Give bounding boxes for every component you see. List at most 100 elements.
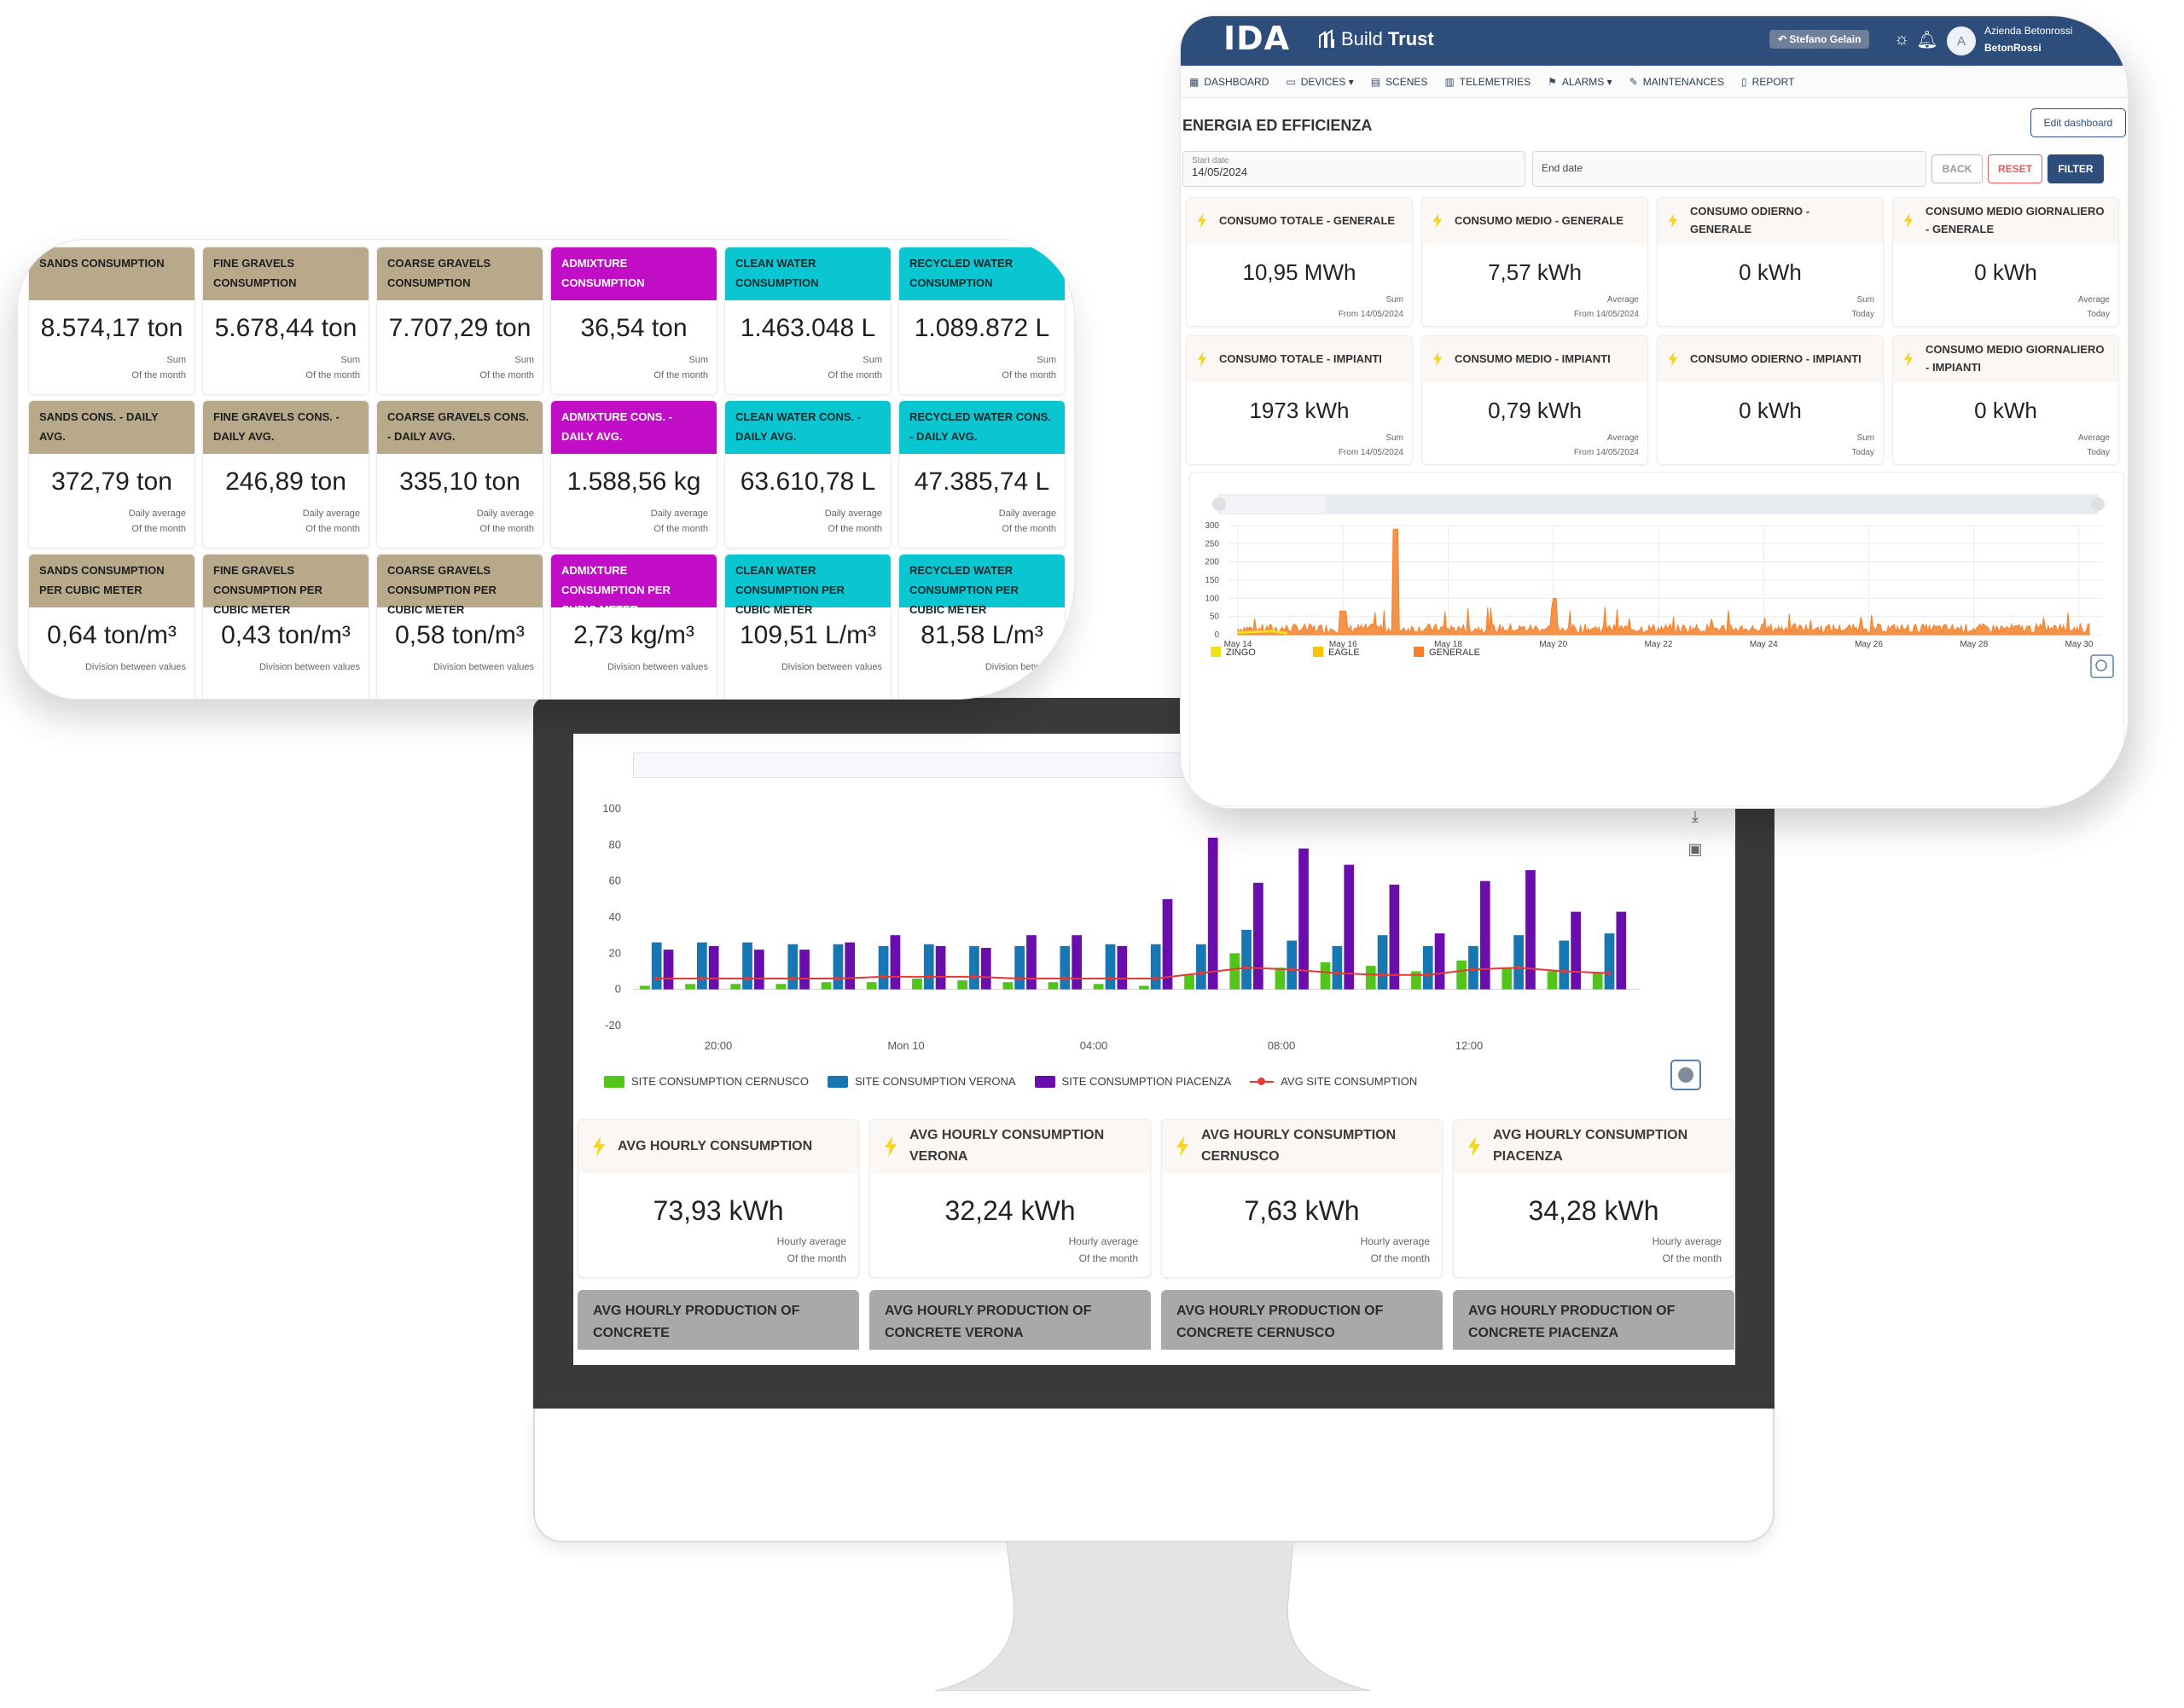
bar-cernusco[interactable] bbox=[775, 984, 787, 990]
avg-point[interactable] bbox=[1107, 976, 1112, 981]
bar-verona[interactable] bbox=[1559, 940, 1570, 990]
legend-label[interactable]: ZINGO bbox=[1226, 648, 1256, 658]
avatar[interactable]: A bbox=[1947, 26, 1976, 55]
bar-cernusco[interactable] bbox=[1275, 967, 1286, 990]
ida-logo[interactable]: IDA bbox=[1223, 20, 1291, 57]
bar-verona[interactable] bbox=[833, 944, 844, 990]
avg-point[interactable] bbox=[1470, 967, 1475, 972]
bar-verona[interactable] bbox=[1287, 940, 1298, 990]
bar-piacenza[interactable] bbox=[1434, 933, 1445, 990]
avg-point[interactable] bbox=[1334, 971, 1339, 976]
nav-item[interactable]: ▤ SCENES bbox=[1371, 76, 1428, 88]
legend-label[interactable]: GENERALE bbox=[1429, 648, 1480, 658]
bar-cernusco[interactable] bbox=[1002, 982, 1014, 990]
avg-point[interactable] bbox=[745, 976, 750, 981]
bar-cernusco[interactable] bbox=[866, 982, 877, 990]
legend-label[interactable]: EAGLE bbox=[1328, 648, 1360, 658]
chart-zoom-navigator[interactable] bbox=[633, 752, 1247, 778]
theme-toggle-icon[interactable]: ☼ bbox=[1893, 29, 1910, 49]
bar-cernusco[interactable] bbox=[1547, 971, 1558, 990]
navigator-left-handle[interactable] bbox=[1212, 497, 1226, 511]
bar-cernusco[interactable] bbox=[957, 980, 967, 990]
bar-cernusco[interactable] bbox=[685, 984, 695, 990]
bar-verona[interactable] bbox=[1604, 933, 1615, 990]
download-icon[interactable]: ⤓ bbox=[1692, 807, 1699, 825]
bar-piacenza[interactable] bbox=[1162, 898, 1173, 990]
bar-verona[interactable] bbox=[923, 944, 934, 990]
avg-point[interactable] bbox=[1244, 965, 1249, 970]
bar-piacenza[interactable] bbox=[799, 950, 810, 990]
bar-cernusco[interactable] bbox=[1320, 961, 1331, 990]
bar-verona[interactable] bbox=[1332, 945, 1343, 990]
navigator-right-handle[interactable] bbox=[2091, 497, 2105, 511]
bar-piacenza[interactable] bbox=[1479, 880, 1490, 990]
legend-swatch[interactable] bbox=[1313, 647, 1323, 657]
filter-button[interactable]: FILTER bbox=[2048, 154, 2104, 183]
bar-cernusco[interactable] bbox=[1502, 967, 1513, 990]
avg-point[interactable] bbox=[926, 974, 931, 979]
avg-point[interactable] bbox=[1606, 971, 1612, 976]
avg-point[interactable] bbox=[1153, 976, 1158, 981]
bar-verona[interactable] bbox=[1377, 935, 1388, 990]
company-info[interactable]: Azienda Betonrossi BetonRossi bbox=[1984, 23, 2072, 57]
end-date-field[interactable]: End date bbox=[1532, 151, 1926, 187]
bar-verona[interactable] bbox=[1513, 935, 1524, 990]
bar-verona[interactable] bbox=[1060, 945, 1071, 990]
legend-swatch[interactable] bbox=[1211, 647, 1221, 657]
avg-point[interactable] bbox=[1380, 973, 1385, 978]
bar-piacenza[interactable] bbox=[980, 947, 991, 990]
bar-piacenza[interactable] bbox=[1026, 935, 1037, 990]
bar-cernusco[interactable] bbox=[1093, 984, 1104, 990]
bar-cernusco[interactable] bbox=[912, 978, 922, 990]
legend-item[interactable]: SITE CONSUMPTION VERONA bbox=[828, 1075, 1016, 1088]
avg-point[interactable] bbox=[1561, 969, 1566, 973]
bar-piacenza[interactable] bbox=[1389, 884, 1400, 990]
bar-verona[interactable] bbox=[742, 942, 752, 990]
avg-point[interactable] bbox=[1289, 967, 1294, 972]
bar-piacenza[interactable] bbox=[754, 950, 764, 990]
avg-point[interactable] bbox=[1516, 965, 1521, 970]
back-button[interactable]: BACK bbox=[1931, 154, 1983, 183]
nav-item[interactable]: ▭ DEVICES ▾ bbox=[1286, 76, 1353, 88]
bar-piacenza[interactable] bbox=[1072, 935, 1082, 990]
navigator-window[interactable] bbox=[1325, 495, 2098, 514]
bar-verona[interactable] bbox=[1422, 945, 1433, 990]
nav-item[interactable]: ▯ REPORT bbox=[1741, 76, 1794, 88]
bar-piacenza[interactable] bbox=[1616, 911, 1627, 990]
series-zingo[interactable] bbox=[1237, 630, 1288, 635]
edit-dashboard-button[interactable]: Edit dashboard bbox=[2030, 108, 2126, 137]
bell-icon[interactable]: 🔔︎ bbox=[1916, 30, 1938, 49]
bar-verona[interactable] bbox=[878, 945, 889, 990]
avg-point[interactable] bbox=[880, 974, 886, 979]
legend-item[interactable]: AVG SITE CONSUMPTION bbox=[1250, 1075, 1417, 1088]
legend-item[interactable]: SITE CONSUMPTION PIACENZA bbox=[1034, 1075, 1231, 1088]
nav-item[interactable]: ⚑ ALARMS ▾ bbox=[1548, 76, 1612, 88]
avg-point[interactable] bbox=[790, 976, 795, 981]
legend-swatch[interactable] bbox=[1414, 647, 1424, 657]
bar-piacenza[interactable] bbox=[1571, 911, 1581, 990]
bar-piacenza[interactable] bbox=[1117, 945, 1128, 990]
avg-point[interactable] bbox=[835, 976, 840, 981]
bar-cernusco[interactable] bbox=[1184, 974, 1194, 990]
avg-point[interactable] bbox=[1425, 973, 1430, 978]
bar-cernusco[interactable] bbox=[1048, 982, 1059, 990]
bar-cernusco[interactable] bbox=[730, 984, 741, 990]
bar-cernusco[interactable] bbox=[1365, 966, 1376, 990]
avg-point[interactable] bbox=[1017, 976, 1022, 981]
bar-verona[interactable] bbox=[1150, 944, 1161, 990]
bar-cernusco[interactable] bbox=[1456, 960, 1467, 990]
avg-point[interactable] bbox=[1062, 976, 1067, 981]
bar-cernusco[interactable] bbox=[1411, 971, 1421, 990]
bar-piacenza[interactable] bbox=[708, 945, 719, 990]
nav-item[interactable]: ✎ MAINTENANCES bbox=[1629, 76, 1724, 88]
image-export-icon[interactable]: ▣ bbox=[1687, 839, 1703, 857]
bar-piacenza[interactable] bbox=[935, 945, 946, 990]
bar-verona[interactable] bbox=[651, 942, 662, 990]
bar-piacenza[interactable] bbox=[845, 942, 856, 990]
bar-verona[interactable] bbox=[1014, 945, 1025, 990]
reset-button[interactable]: RESET bbox=[1988, 154, 2042, 183]
avg-point[interactable] bbox=[653, 976, 659, 981]
bar-piacenza[interactable] bbox=[1253, 882, 1263, 990]
bar-cernusco[interactable] bbox=[1139, 985, 1149, 990]
impersonation-badge[interactable]: ↶ Stefano Gelain bbox=[1769, 30, 1870, 49]
